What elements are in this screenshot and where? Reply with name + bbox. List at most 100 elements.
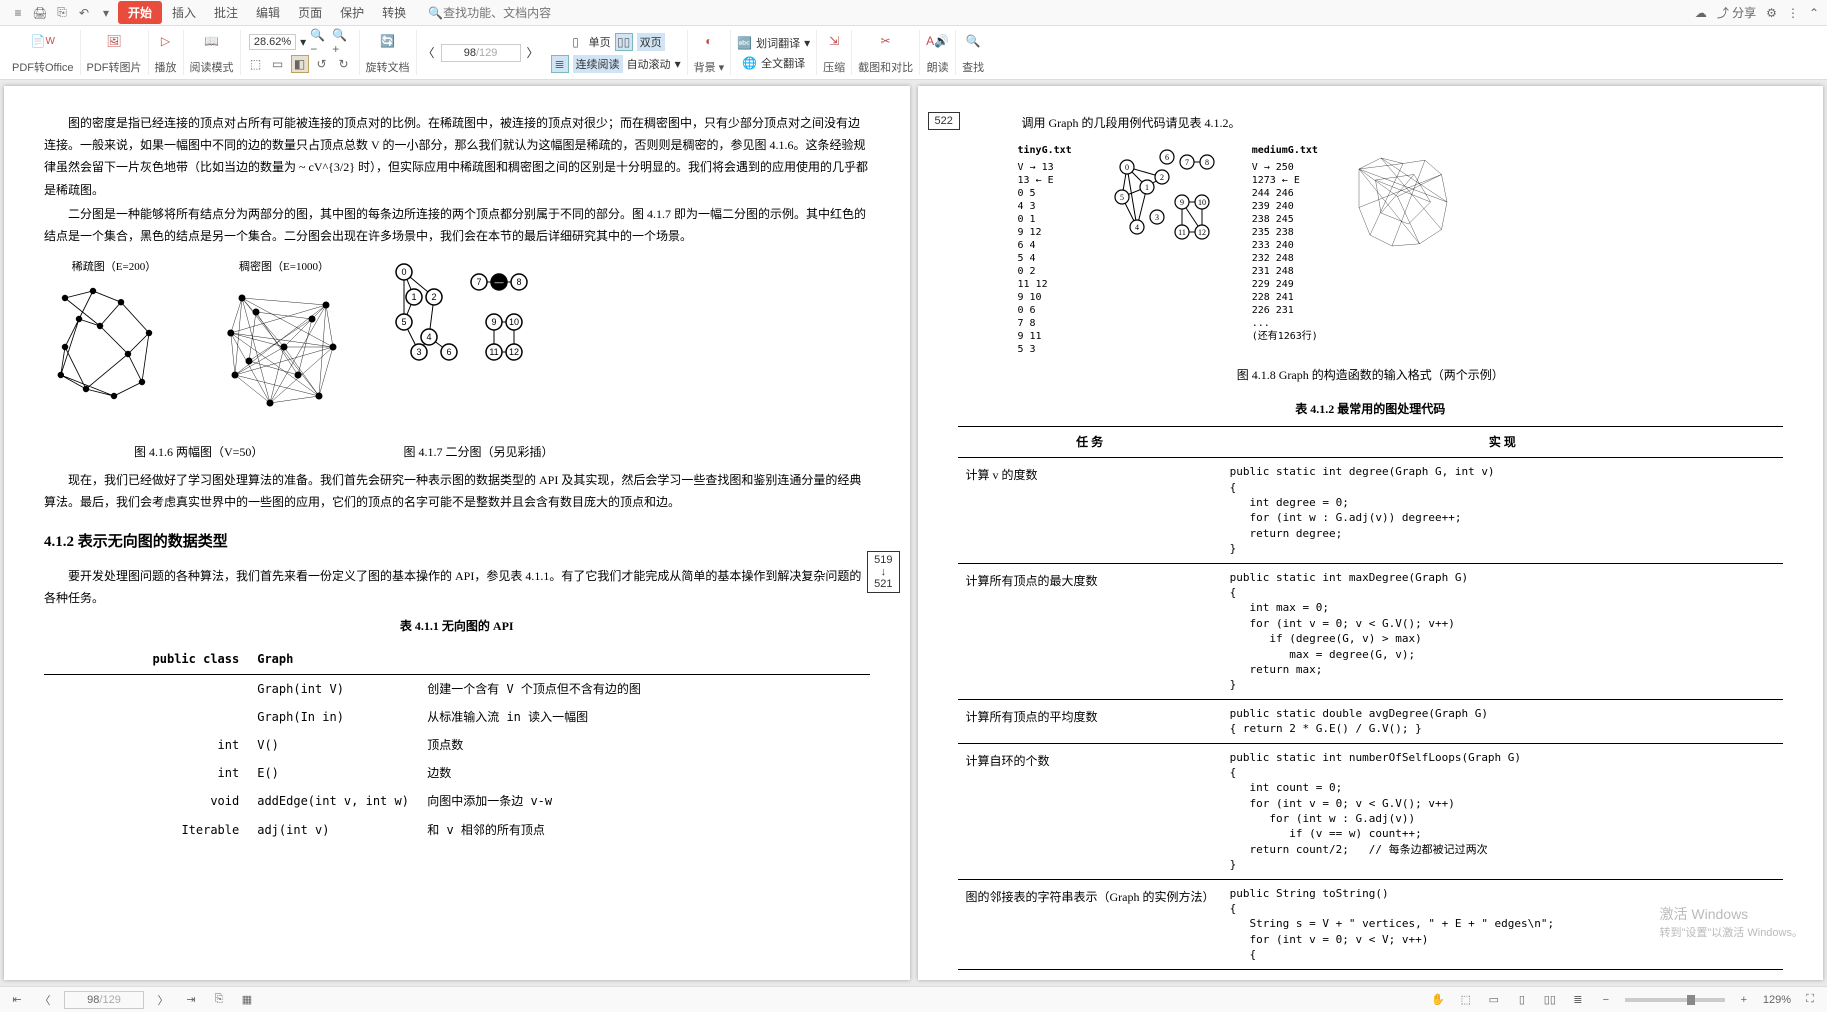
figure-416-417: 稀疏图（E=200） 稠密图（E=1000） bbox=[44, 257, 870, 425]
compress-icon: ⇲ bbox=[829, 30, 839, 52]
cloud-icon[interactable]: ☁ bbox=[1695, 6, 1707, 20]
last-page-icon[interactable]: ⇥ bbox=[182, 993, 200, 1006]
menu-icon[interactable]: ≡ bbox=[8, 3, 28, 23]
tab-page[interactable]: 页面 bbox=[290, 1, 330, 24]
zoom-dropdown-icon[interactable]: ▾ bbox=[300, 35, 306, 49]
group-layout: ▯单页 ▯▯双页 ≣连续阅读 自动滚动 ▾ bbox=[545, 30, 688, 75]
double-page-label[interactable]: 双页 bbox=[637, 33, 665, 51]
zoom-slider[interactable] bbox=[1625, 998, 1725, 1002]
background-icon: ◐ bbox=[705, 30, 712, 52]
group-background[interactable]: ◐ 背景 ▾ bbox=[688, 30, 732, 75]
fit-page-icon[interactable]: ▭ bbox=[269, 55, 287, 73]
group-find[interactable]: 🔍 查找 bbox=[956, 30, 990, 75]
hand-tool-icon[interactable]: ✋ bbox=[1429, 993, 1447, 1006]
view2-icon[interactable]: ▯▯ bbox=[1541, 993, 1559, 1006]
save-icon[interactable]: 🖨 bbox=[30, 3, 50, 23]
watermark-title: 激活 Windows bbox=[1660, 904, 1804, 924]
fit-width-icon[interactable]: ⬚ bbox=[247, 55, 265, 73]
search-area: 🔍 bbox=[428, 6, 583, 20]
page-input[interactable]: 98/129 bbox=[441, 44, 521, 62]
pdf-office-icon: 📄W bbox=[31, 30, 55, 52]
page-input-status[interactable]: 98/129 bbox=[64, 991, 144, 1009]
single-page-label[interactable]: 单页 bbox=[589, 34, 611, 50]
tab-insert[interactable]: 插入 bbox=[164, 1, 204, 24]
redo-icon[interactable]: ▾ bbox=[96, 3, 116, 23]
zoom-value-status[interactable]: 129% bbox=[1763, 994, 1791, 1006]
watermark: 激活 Windows 转到"设置"以激活 Windows。 bbox=[1660, 904, 1804, 940]
api-h2: Graph bbox=[249, 644, 869, 675]
pdf-image-icon: 🖼 bbox=[106, 30, 121, 52]
settings-icon[interactable]: ⚙ bbox=[1766, 6, 1777, 20]
group-rotate[interactable]: 🔄 旋转文档 bbox=[360, 30, 417, 75]
svg-text:4: 4 bbox=[1135, 223, 1139, 232]
collapse-icon[interactable]: ⌃ bbox=[1809, 6, 1819, 20]
tab-edit[interactable]: 编辑 bbox=[248, 1, 288, 24]
group-read-mode[interactable]: 📖 阅读模式 bbox=[184, 30, 241, 75]
word-translate-label[interactable]: 划词翻译 bbox=[756, 35, 800, 51]
view3-icon[interactable]: ≣ bbox=[1569, 993, 1587, 1006]
marquee-icon[interactable]: ▭ bbox=[1485, 993, 1503, 1006]
para-density: 图的密度是指已经连接的顶点对占所有可能被连接的顶点对的比例。在稀疏图中，被连接的… bbox=[44, 112, 870, 201]
th-impl: 实 现 bbox=[1222, 427, 1783, 458]
tab-start[interactable]: 开始 bbox=[118, 1, 162, 24]
fullscreen-icon[interactable]: ⛶ bbox=[1801, 993, 1819, 1006]
svg-text:11: 11 bbox=[1178, 228, 1186, 237]
read-aloud-label: 朗读 bbox=[927, 59, 949, 75]
single-page-icon[interactable]: ▯ bbox=[567, 33, 585, 51]
svg-text:9: 9 bbox=[491, 317, 496, 327]
full-translate-icon: 🌐 bbox=[742, 56, 757, 70]
svg-text:7: 7 bbox=[476, 277, 481, 287]
code-row: 计算自环的个数public static int numberOfSelfLoo… bbox=[958, 743, 1784, 879]
svg-text:2: 2 bbox=[1160, 173, 1164, 182]
zoom-select[interactable]: 28.62% bbox=[249, 34, 296, 50]
svg-text:0: 0 bbox=[1125, 163, 1129, 172]
full-translate-label[interactable]: 全文翻译 bbox=[761, 55, 805, 71]
zoom-in-icon[interactable]: 🔍+ bbox=[332, 33, 350, 51]
statusbar: ⇤ 〈 98/129 〉 ⇥ ⎘ ▦ ✋ ⬚ ▭ ▯ ▯▯ ≣ − + 129%… bbox=[0, 986, 1827, 1012]
auto-scroll-label[interactable]: 自动滚动 bbox=[627, 56, 671, 72]
double-page-icon[interactable]: ▯▯ bbox=[615, 33, 633, 51]
fit-actual-icon[interactable]: ◧ bbox=[291, 55, 309, 73]
dense-title: 稠密图（E=1000） bbox=[214, 257, 354, 277]
rotate-left-icon[interactable]: ↺ bbox=[313, 55, 331, 73]
mediumg-title: mediumG.txt bbox=[1252, 142, 1318, 161]
next-page-icon-status[interactable]: 〉 bbox=[154, 992, 172, 1008]
continuous-icon[interactable]: ≣ bbox=[551, 55, 569, 73]
zoom-out-icon[interactable]: 🔍− bbox=[310, 33, 328, 51]
prev-page-icon[interactable]: 〈 bbox=[423, 44, 435, 61]
mediumg-graph-svg bbox=[1348, 142, 1458, 262]
zoom-out-status-icon[interactable]: − bbox=[1597, 994, 1615, 1006]
undo-icon[interactable]: ↶ bbox=[74, 3, 94, 23]
continuous-label[interactable]: 连续阅读 bbox=[573, 55, 623, 73]
tab-convert[interactable]: 转换 bbox=[374, 1, 414, 24]
select-tool-icon[interactable]: ⬚ bbox=[1457, 993, 1475, 1006]
view1-icon[interactable]: ▯ bbox=[1513, 993, 1531, 1006]
group-read-aloud[interactable]: A🔊 朗读 bbox=[920, 30, 956, 75]
auto-scroll-dropdown-icon[interactable]: ▾ bbox=[675, 57, 681, 71]
table411-caption: 表 4.1.1 无向图的 API bbox=[44, 615, 870, 637]
code-table: 任 务实 现 计算 v 的度数public static int degree(… bbox=[958, 426, 1784, 970]
watermark-sub: 转到"设置"以激活 Windows。 bbox=[1660, 924, 1804, 940]
tab-protect[interactable]: 保护 bbox=[332, 1, 372, 24]
print-icon[interactable]: ⎘ bbox=[52, 3, 72, 23]
dense-graph-svg bbox=[214, 277, 354, 417]
group-pdf-image[interactable]: 🖼 PDF转图片 bbox=[81, 30, 149, 75]
zoom-in-status-icon[interactable]: + bbox=[1735, 994, 1753, 1006]
share-button[interactable]: ⤴ 分享 bbox=[1717, 4, 1756, 21]
left-page: 图的密度是指已经连接的顶点对占所有可能被连接的顶点对的比例。在稀疏图中，被连接的… bbox=[4, 86, 910, 980]
search-input[interactable] bbox=[443, 6, 583, 20]
fig418-caption: 图 4.1.8 Graph 的构造函数的输入格式（两个示例） bbox=[958, 364, 1784, 386]
th-task: 任 务 bbox=[958, 427, 1222, 458]
group-compress[interactable]: ⇲ 压缩 bbox=[817, 30, 852, 75]
more-icon[interactable]: ⋮ bbox=[1787, 6, 1799, 20]
group-screenshot[interactable]: ✂ 截图和对比 bbox=[852, 30, 920, 75]
tab-annotate[interactable]: 批注 bbox=[206, 1, 246, 24]
thumbnail-icon[interactable]: ▦ bbox=[238, 993, 256, 1006]
bookmark-icon[interactable]: ⎘ bbox=[210, 993, 228, 1006]
prev-page-icon-status[interactable]: 〈 bbox=[36, 992, 54, 1008]
first-page-icon[interactable]: ⇤ bbox=[8, 993, 26, 1006]
rotate-right-icon[interactable]: ↻ bbox=[335, 55, 353, 73]
group-pdf-office[interactable]: 📄W PDF转Office bbox=[6, 30, 81, 75]
group-play[interactable]: ▷ 播放 bbox=[149, 30, 184, 75]
next-page-icon[interactable]: 〉 bbox=[527, 44, 539, 61]
